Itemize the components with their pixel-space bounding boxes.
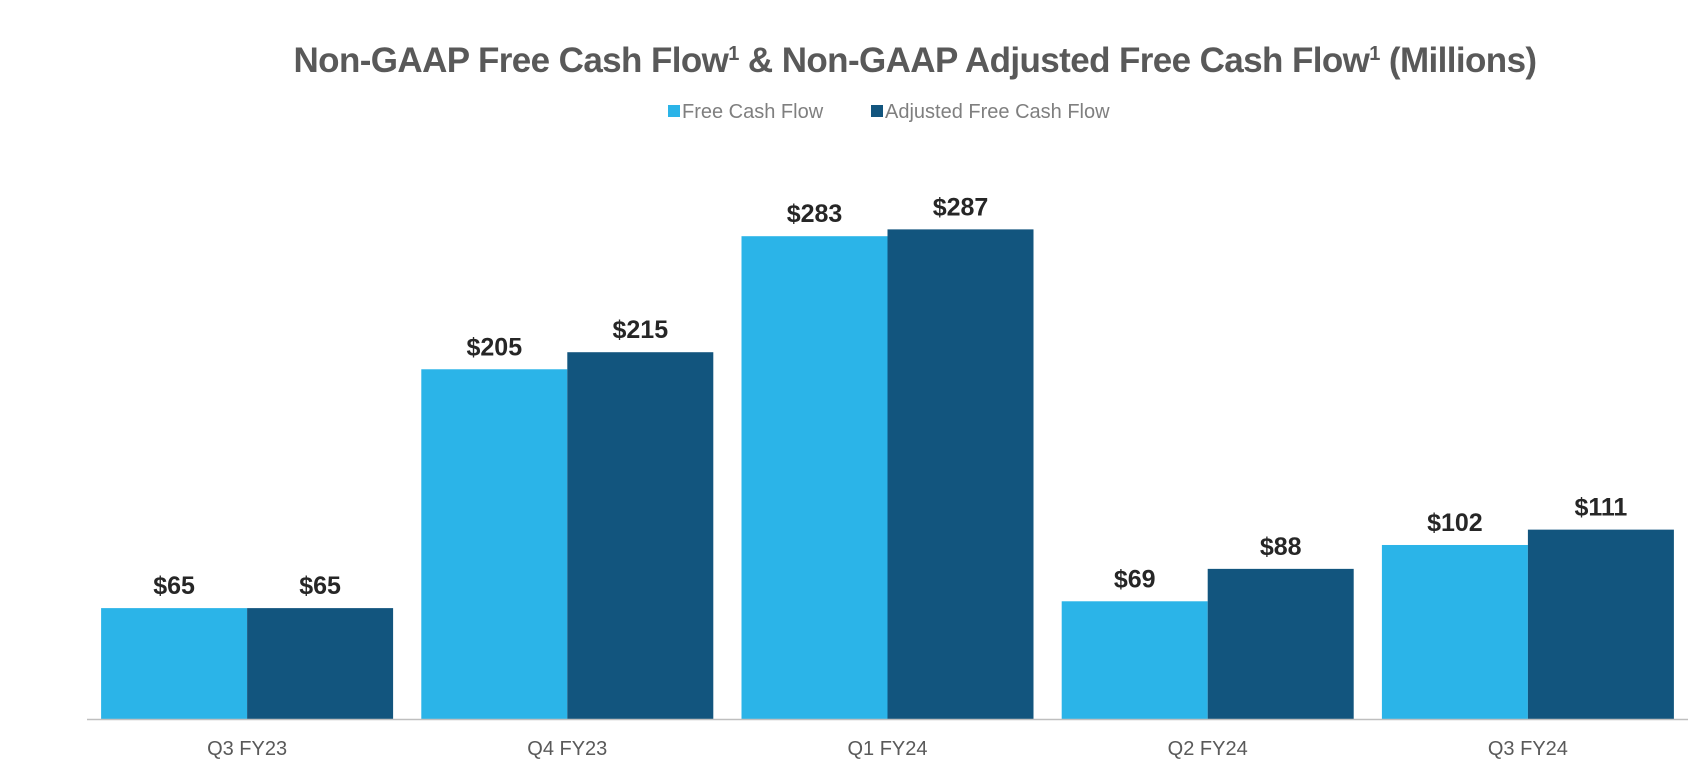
title-part-2: & Non-GAAP Adjusted Free Cash Flow: [739, 41, 1371, 80]
category-label-3: Q2 FY24: [1168, 738, 1248, 760]
legend-swatch-adjusted-free-cash-flow: [871, 105, 883, 117]
value-label-group: $65 $65 $205 $215 $283 $287 $69 $88 $102 $111: [153, 193, 1627, 600]
value-label-adjusted-free-cash-flow-2: $287: [933, 193, 989, 221]
value-label-adjusted-free-cash-flow-4: $111: [1574, 494, 1627, 522]
value-label-free-cash-flow-4: $102: [1427, 509, 1483, 537]
legend-label-adjusted-free-cash-flow: Adjusted Free Cash Flow: [885, 101, 1110, 123]
legend-swatch-free-cash-flow: [668, 105, 680, 117]
bar-free-cash-flow-4: [1381, 544, 1528, 719]
category-label-0: Q3 FY23: [207, 738, 287, 760]
bar-adjusted-free-cash-flow-1: [567, 352, 714, 719]
bar-free-cash-flow-0: [101, 608, 248, 719]
bar-group: [101, 229, 1674, 720]
category-label-4: Q3 FY24: [1488, 738, 1568, 760]
value-label-adjusted-free-cash-flow-3: $88: [1260, 533, 1302, 561]
value-label-free-cash-flow-1: $205: [466, 333, 522, 361]
title-superscript-2: 1: [1369, 43, 1380, 65]
title-part-1: Non-GAAP Free Cash Flow: [293, 41, 729, 80]
chart-title: Non-GAAP Free Cash Flow1 & Non-GAAP Adju…: [293, 41, 1536, 80]
category-label-1: Q4 FY23: [527, 738, 607, 760]
bar-adjusted-free-cash-flow-0: [247, 608, 394, 719]
value-label-free-cash-flow-3: $69: [1114, 565, 1156, 593]
value-label-adjusted-free-cash-flow-1: $215: [612, 316, 668, 344]
bar-free-cash-flow-1: [421, 369, 568, 719]
bar-adjusted-free-cash-flow-3: [1207, 568, 1354, 719]
title-superscript-1: 1: [728, 43, 739, 65]
value-label-free-cash-flow-0: $65: [153, 572, 195, 600]
bar-free-cash-flow-3: [1061, 601, 1208, 719]
value-label-adjusted-free-cash-flow-0: $65: [299, 572, 341, 600]
bar-adjusted-free-cash-flow-2: [887, 229, 1034, 720]
legend-label-free-cash-flow: Free Cash Flow: [682, 101, 824, 123]
bar-adjusted-free-cash-flow-4: [1527, 529, 1674, 719]
category-label-2: Q1 FY24: [847, 738, 927, 760]
value-label-free-cash-flow-2: $283: [787, 200, 843, 228]
chart-legend: Free Cash Flow Adjusted Free Cash Flow: [668, 101, 1110, 123]
category-label-group: Q3 FY23 Q4 FY23 Q1 FY24 Q2 FY24 Q3 FY24: [207, 738, 1568, 760]
title-part-3: (Millions): [1380, 41, 1537, 80]
bar-free-cash-flow-2: [741, 236, 888, 719]
